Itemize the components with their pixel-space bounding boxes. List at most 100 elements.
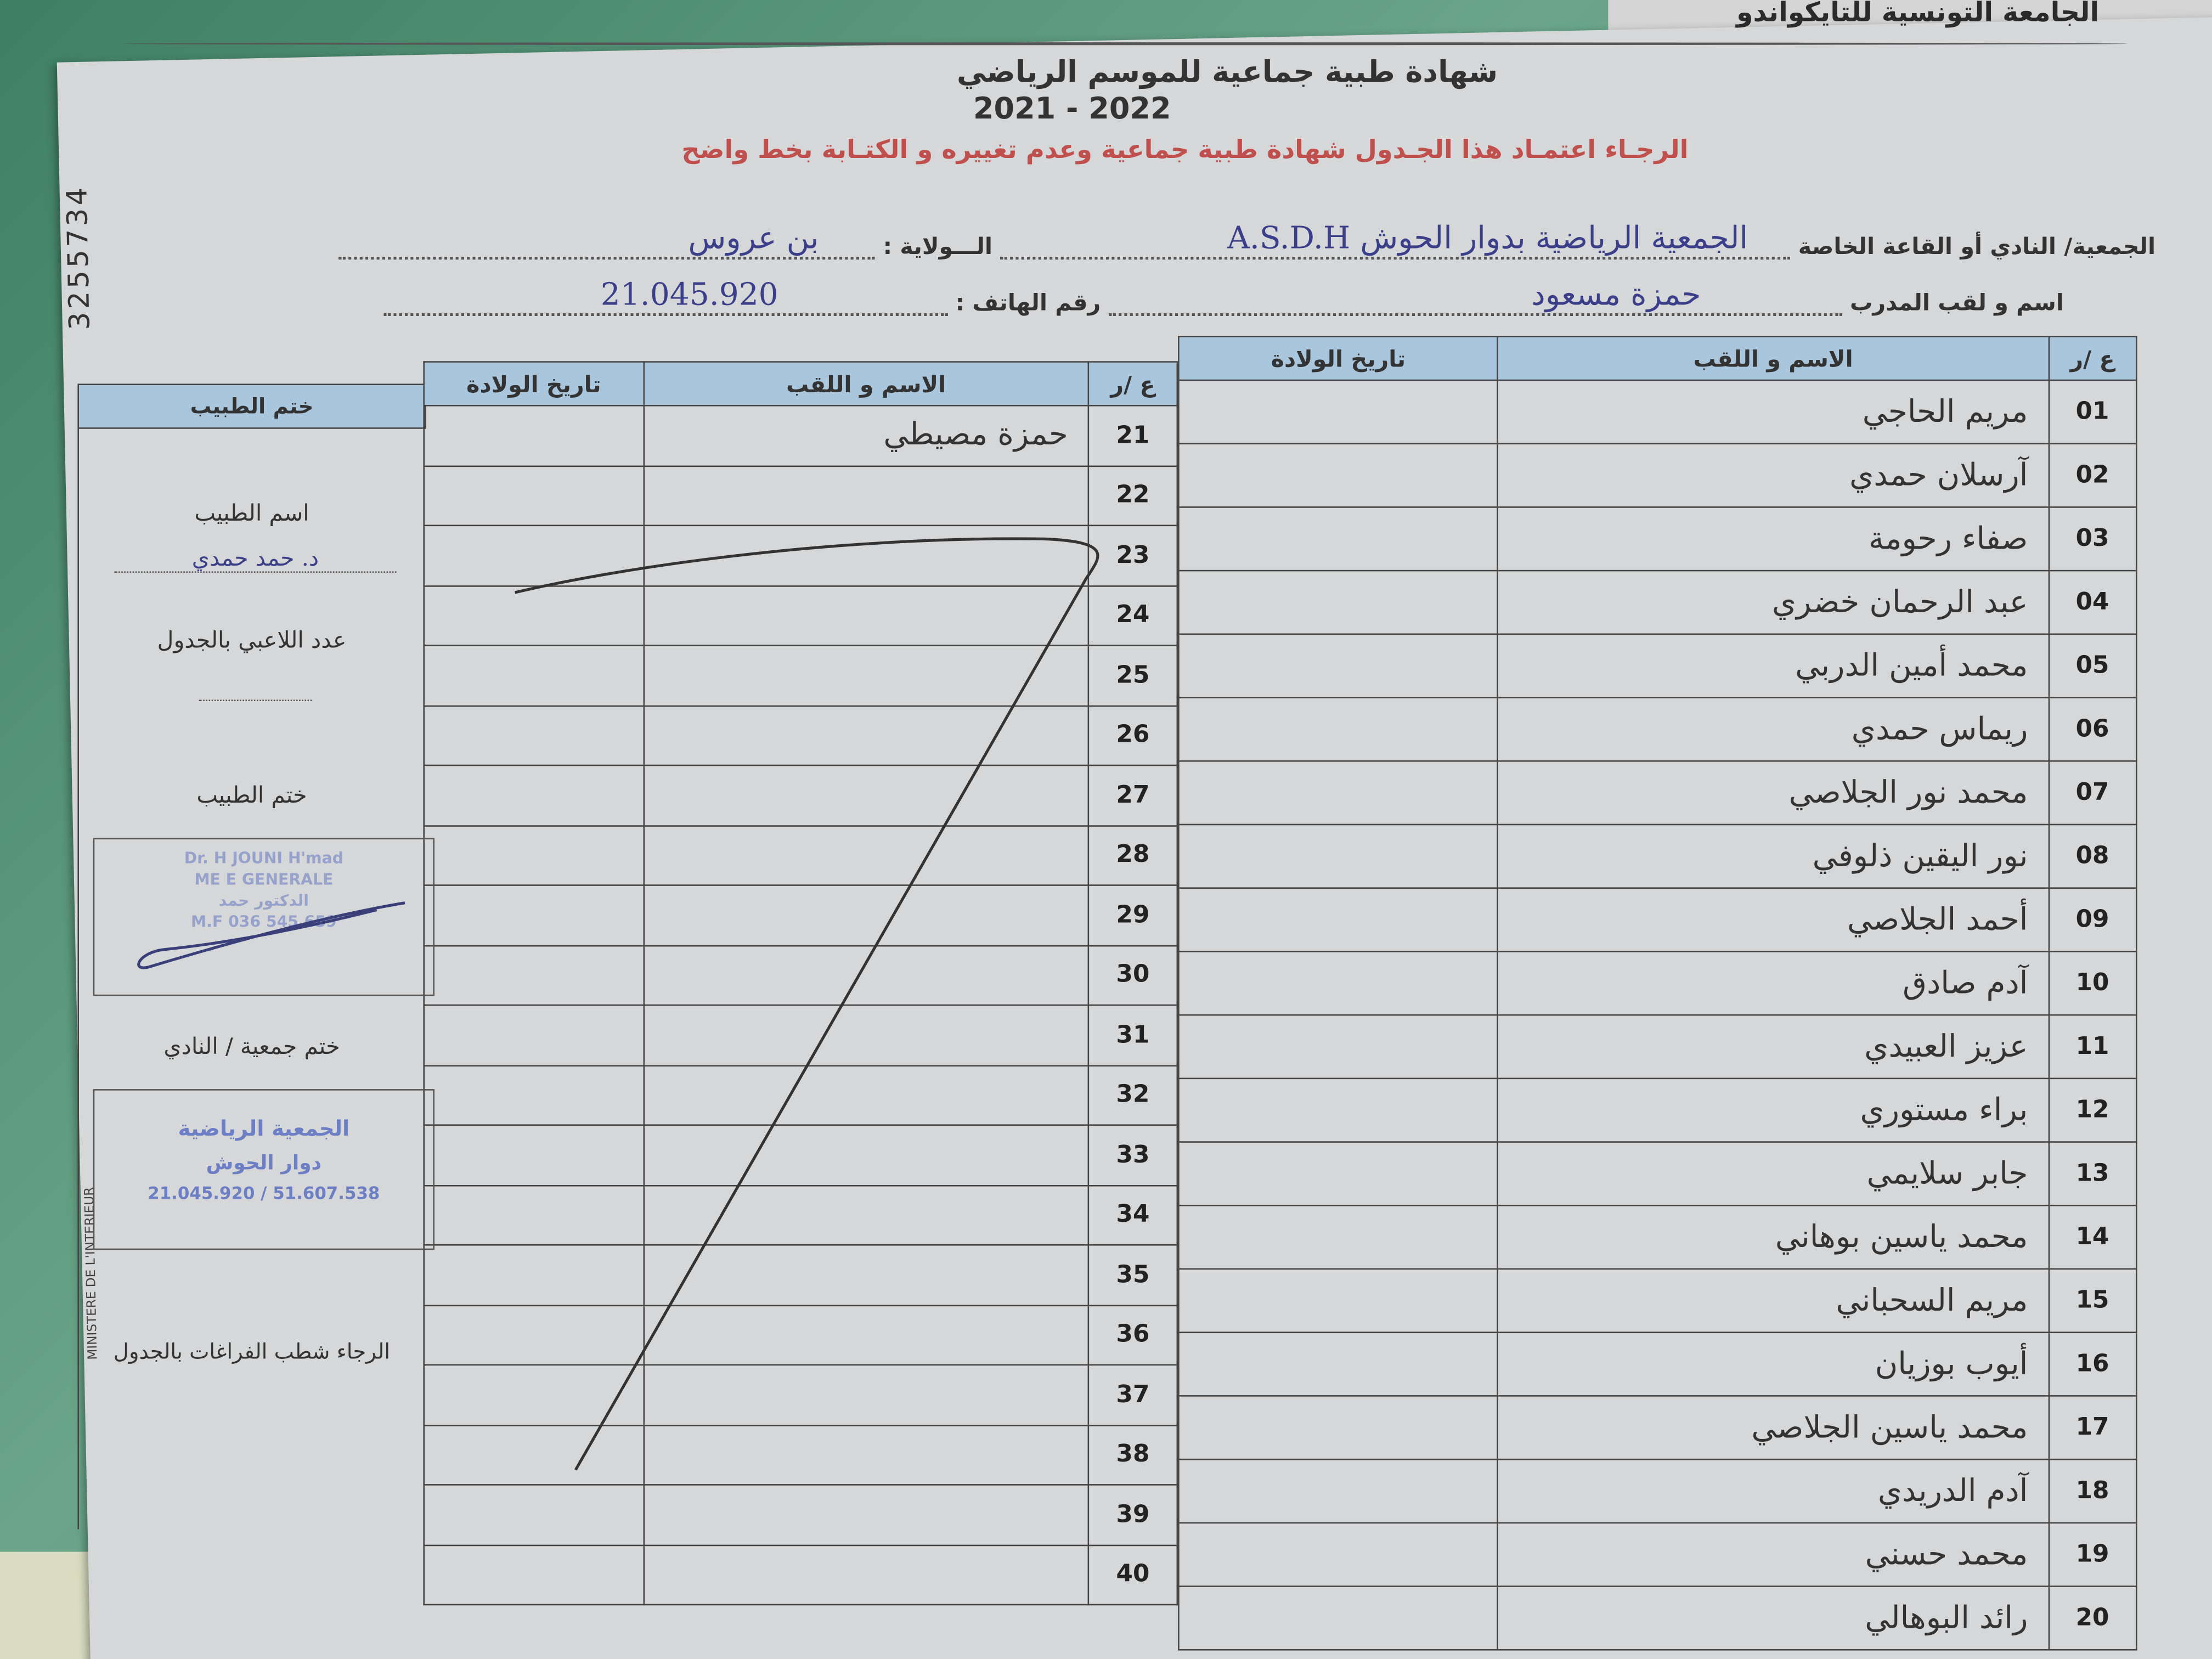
table-row: 36 <box>423 1304 1178 1366</box>
birth-date-cell[interactable] <box>423 824 645 886</box>
birth-date-cell[interactable] <box>1178 379 1499 444</box>
birth-date-cell[interactable] <box>1178 1014 1499 1080</box>
birth-date-cell[interactable] <box>423 1364 645 1426</box>
birth-date-cell[interactable] <box>423 645 645 706</box>
player-name-cell[interactable] <box>642 1484 1090 1545</box>
player-name-cell[interactable] <box>642 465 1090 527</box>
player-name-cell[interactable] <box>642 704 1090 766</box>
birth-date-cell[interactable] <box>1178 1395 1499 1460</box>
player-name-cell[interactable] <box>642 1124 1090 1186</box>
coach-input[interactable]: حمزة مسعود <box>1108 278 1842 316</box>
player-name-cell[interactable] <box>642 1304 1090 1366</box>
player-name-cell[interactable]: نور اليقين ذلوفي <box>1497 823 2050 889</box>
birth-date-cell[interactable] <box>1178 506 1499 572</box>
player-name-cell[interactable] <box>642 524 1090 586</box>
birth-date-cell[interactable] <box>423 1544 645 1606</box>
birth-date-cell[interactable] <box>1178 887 1499 952</box>
player-name-cell[interactable] <box>642 1244 1090 1306</box>
birth-date-cell[interactable] <box>423 884 645 946</box>
player-name-cell[interactable] <box>642 645 1090 706</box>
table-row: 19 محمد حسني <box>1178 1522 2137 1587</box>
birth-date-cell[interactable] <box>1178 1585 1499 1651</box>
birth-date-cell[interactable] <box>1178 1522 1499 1587</box>
col-birth-header: تاريخ الولادة <box>1178 335 1499 381</box>
player-name-cell[interactable]: صفاء رحومة <box>1497 506 2050 572</box>
player-name-cell[interactable]: محمد أمين الدربي <box>1497 633 2050 698</box>
player-name-cell[interactable]: أيوب بوزيان <box>1497 1331 2050 1397</box>
wilaya-input[interactable]: بن عروس <box>339 222 876 260</box>
player-count-label: عدد اللاعبي بالجدول <box>157 626 347 653</box>
player-name-cell[interactable]: حمزة مصيطي <box>642 405 1090 466</box>
birth-date-cell[interactable] <box>1178 697 1499 762</box>
player-name-cell[interactable] <box>642 1004 1090 1066</box>
player-name-cell[interactable] <box>642 1064 1090 1126</box>
birth-date-cell[interactable] <box>423 944 645 1006</box>
club-input[interactable]: الجمعية الرياضية بدوار الحوش A.S.D.H <box>1000 222 1791 260</box>
stamp-line: الدكتور حمد <box>218 891 309 910</box>
birth-date-cell[interactable] <box>423 1124 645 1186</box>
birth-date-cell[interactable] <box>1178 633 1499 698</box>
player-name-cell[interactable]: ريماس حمدي <box>1497 697 2050 762</box>
margin-number: 3255734 <box>59 184 97 331</box>
birth-date-cell[interactable] <box>423 584 645 646</box>
birth-date-cell[interactable] <box>1178 569 1499 635</box>
player-name-cell[interactable]: أحمد الجلاصي <box>1497 887 2050 952</box>
birth-date-cell[interactable] <box>1178 760 1499 826</box>
player-name-cell[interactable] <box>642 1424 1090 1486</box>
birth-date-cell[interactable] <box>423 764 645 826</box>
row-number: 37 <box>1087 1364 1178 1426</box>
table-row: 30 <box>423 944 1178 1006</box>
row-number: 19 <box>2047 1522 2137 1587</box>
player-name-cell[interactable]: آرسلان حمدي <box>1497 443 2050 508</box>
player-name-cell[interactable] <box>642 764 1090 826</box>
birth-date-cell[interactable] <box>423 405 645 466</box>
birth-date-cell[interactable] <box>423 465 645 527</box>
birth-date-cell[interactable] <box>1178 1141 1499 1206</box>
player-name-cell[interactable] <box>642 944 1090 1006</box>
birth-date-cell[interactable] <box>423 704 645 766</box>
player-name-cell[interactable] <box>642 1544 1090 1606</box>
birth-date-cell[interactable] <box>423 1064 645 1126</box>
phone-input[interactable]: 21.045.920 <box>383 278 948 316</box>
birth-date-cell[interactable] <box>423 1304 645 1366</box>
player-name-cell[interactable] <box>642 884 1090 946</box>
player-name-cell[interactable]: آدم الدريدي <box>1497 1458 2050 1524</box>
birth-date-cell[interactable] <box>423 1424 645 1486</box>
player-name-cell[interactable] <box>642 1364 1090 1426</box>
birth-date-cell[interactable] <box>423 1184 645 1246</box>
player-name-cell[interactable]: محمد حسني <box>1497 1522 2050 1587</box>
player-name-cell[interactable]: مريم الحاجي <box>1497 379 2050 444</box>
player-name-cell[interactable]: عبد الرحمان خضري <box>1497 569 2050 635</box>
row-number: 08 <box>2047 823 2137 889</box>
player-name-cell[interactable] <box>642 584 1090 646</box>
player-name-cell[interactable]: محمد ياسين بوهاني <box>1497 1204 2050 1270</box>
player-name-cell[interactable]: رائد البوهالي <box>1497 1585 2050 1651</box>
player-name-cell[interactable]: مريم السحباني <box>1497 1268 2050 1333</box>
player-name-cell[interactable] <box>642 824 1090 886</box>
player-name-cell[interactable]: براء مستوري <box>1497 1077 2050 1143</box>
birth-date-cell[interactable] <box>423 524 645 586</box>
birth-date-cell[interactable] <box>1178 1331 1499 1397</box>
player-name-cell[interactable] <box>642 1184 1090 1246</box>
birth-date-cell[interactable] <box>1178 1204 1499 1270</box>
birth-date-cell[interactable] <box>423 1484 645 1545</box>
row-number: 35 <box>1087 1244 1178 1306</box>
birth-date-cell[interactable] <box>423 1244 645 1306</box>
birth-date-cell[interactable] <box>1178 823 1499 889</box>
table-row: 16 أيوب بوزيان <box>1178 1331 2137 1397</box>
row-number: 40 <box>1087 1544 1178 1606</box>
player-name-cell[interactable]: آدم صادق <box>1497 951 2050 1016</box>
player-name-cell[interactable]: محمد ياسين الجلاصي <box>1497 1395 2050 1460</box>
doctor-name-value[interactable]: د. حمد حمدي <box>114 545 397 573</box>
birth-date-cell[interactable] <box>1178 1077 1499 1143</box>
birth-date-cell[interactable] <box>1178 951 1499 1016</box>
birth-date-cell[interactable] <box>1178 443 1499 508</box>
player-name-cell[interactable]: عزيز العبيدي <box>1497 1014 2050 1080</box>
player-name-cell[interactable]: جابر سلايمي <box>1497 1141 2050 1206</box>
birth-date-cell[interactable] <box>1178 1268 1499 1333</box>
birth-date-cell[interactable] <box>1178 1458 1499 1524</box>
player-count-input[interactable] <box>199 699 312 701</box>
birth-date-cell[interactable] <box>423 1004 645 1066</box>
col-birth-header: تاريخ الولادة <box>423 361 645 407</box>
player-name-cell[interactable]: محمد نور الجلاصي <box>1497 760 2050 826</box>
